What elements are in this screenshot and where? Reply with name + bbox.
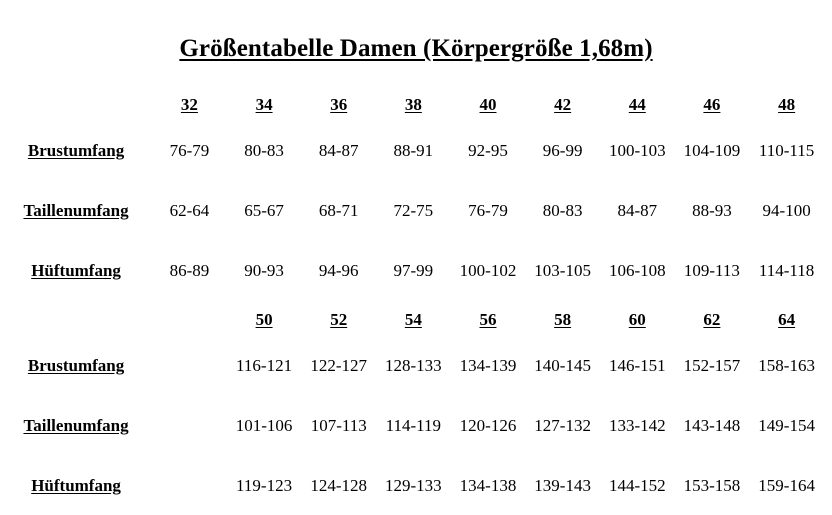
cell-hueftumfang-54: 129-133 xyxy=(385,475,442,495)
cell-brustumfang-50: 116-121 xyxy=(236,355,293,375)
cell-hueftumfang-46: 109-113 xyxy=(683,260,740,280)
size-header-48: 48 xyxy=(778,94,796,114)
cell-hueftumfang-32: 86-89 xyxy=(169,260,210,280)
cell-brustumfang-64: 158-163 xyxy=(758,355,815,375)
row-label-brustumfang-1: Brustumfang xyxy=(27,140,125,160)
cell-taillenumfang-50: 101-106 xyxy=(235,415,293,435)
table-2-row-spacer-taillenumfang xyxy=(152,395,227,455)
cell-brustumfang-62: 152-157 xyxy=(683,355,741,375)
cell-taillenumfang-44: 84-87 xyxy=(617,200,658,220)
size-header-40: 40 xyxy=(479,94,497,114)
cell-brustumfang-34: 80-83 xyxy=(244,140,284,160)
cell-brustumfang-40: 92-95 xyxy=(468,140,508,160)
table-2-body: Brustumfang 116-121 122-127 128-133 134-… xyxy=(0,335,824,515)
size-header-36: 36 xyxy=(330,94,348,114)
cell-taillenumfang-38: 72-75 xyxy=(393,200,434,220)
page-title: Größentabelle Damen (Körpergröße 1,68m) xyxy=(179,34,653,62)
row-label-taillenumfang-1: Taillenumfang xyxy=(23,200,129,220)
cell-taillenumfang-46: 88-93 xyxy=(692,200,732,220)
size-header-64: 64 xyxy=(778,309,796,329)
cell-taillenumfang-32: 62-64 xyxy=(169,200,210,220)
page-title-container: Größentabelle Damen (Körpergröße 1,68m) xyxy=(0,18,832,80)
size-header-60: 60 xyxy=(628,309,646,329)
cell-hueftumfang-60: 144-152 xyxy=(608,475,666,495)
size-header-50: 50 xyxy=(255,309,273,329)
cell-taillenumfang-62: 143-148 xyxy=(683,415,741,435)
table-2-row-spacer-brustumfang xyxy=(152,335,227,395)
size-header-58: 58 xyxy=(554,309,572,329)
cell-brustumfang-46: 104-109 xyxy=(683,140,741,160)
table-row-hueftumfang-2: Hüftumfang 119-123 124-128 129-133 134-1… xyxy=(0,455,824,515)
size-header-56: 56 xyxy=(479,309,497,329)
table-1-body: Brustumfang 76-79 80-83 84-87 88-91 92-9… xyxy=(0,120,824,300)
cell-taillenumfang-36: 68-71 xyxy=(318,200,359,220)
cell-hueftumfang-50: 119-123 xyxy=(236,475,293,495)
size-table-sizes-50-64: 50 52 54 56 58 60 62 64 Brustumfang 116-… xyxy=(0,303,824,515)
table-2-head: 50 52 54 56 58 60 62 64 xyxy=(0,303,824,335)
cell-taillenumfang-42: 80-83 xyxy=(542,200,583,220)
cell-hueftumfang-58: 139-143 xyxy=(534,475,591,495)
size-header-34: 34 xyxy=(255,94,273,114)
cell-taillenumfang-60: 133-142 xyxy=(608,415,666,435)
size-header-52: 52 xyxy=(330,309,348,329)
cell-taillenumfang-40: 76-79 xyxy=(468,200,508,220)
cell-brustumfang-38: 88-91 xyxy=(393,140,434,160)
cell-hueftumfang-52: 124-128 xyxy=(310,475,368,495)
table-2-header-spacer xyxy=(152,303,227,335)
cell-hueftumfang-42: 103-105 xyxy=(534,260,591,280)
row-label-hueftumfang-2: Hüftumfang xyxy=(31,475,121,495)
table-1-corner-cell xyxy=(0,88,152,120)
cell-brustumfang-36: 84-87 xyxy=(318,140,359,160)
size-table-sizes-32-48: 32 34 36 38 40 42 44 46 48 Brustumfang 7… xyxy=(0,88,824,300)
row-label-hueftumfang-1: Hüftumfang xyxy=(31,260,121,280)
table-2-header-row: 50 52 54 56 58 60 62 64 xyxy=(0,303,824,335)
size-header-42: 42 xyxy=(554,94,572,114)
cell-brustumfang-32: 76-79 xyxy=(169,140,210,160)
cell-brustumfang-52: 122-127 xyxy=(310,355,368,375)
cell-brustumfang-48: 110-115 xyxy=(758,140,815,160)
cell-brustumfang-58: 140-145 xyxy=(534,355,591,375)
cell-hueftumfang-48: 114-118 xyxy=(758,260,815,280)
table-row-taillenumfang-1: Taillenumfang 62-64 65-67 68-71 72-75 76… xyxy=(0,180,824,240)
cell-hueftumfang-64: 159-164 xyxy=(758,475,815,495)
cell-taillenumfang-54: 114-119 xyxy=(385,415,442,435)
table-1-head: 32 34 36 38 40 42 44 46 48 xyxy=(0,88,824,120)
row-label-brustumfang-2: Brustumfang xyxy=(27,355,125,375)
cell-hueftumfang-62: 153-158 xyxy=(683,475,741,495)
cell-hueftumfang-36: 94-96 xyxy=(318,260,359,280)
cell-brustumfang-42: 96-99 xyxy=(542,140,583,160)
cell-brustumfang-60: 146-151 xyxy=(608,355,666,375)
cell-taillenumfang-56: 120-126 xyxy=(459,415,517,435)
table-1-header-row: 32 34 36 38 40 42 44 46 48 xyxy=(0,88,824,120)
cell-taillenumfang-52: 107-113 xyxy=(310,415,367,435)
cell-hueftumfang-56: 134-138 xyxy=(459,475,517,495)
table-row-taillenumfang-2: Taillenumfang 101-106 107-113 114-119 12… xyxy=(0,395,824,455)
table-row-brustumfang-2: Brustumfang 116-121 122-127 128-133 134-… xyxy=(0,335,824,395)
cell-taillenumfang-34: 65-67 xyxy=(244,200,284,220)
cell-brustumfang-56: 134-139 xyxy=(459,355,517,375)
cell-brustumfang-54: 128-133 xyxy=(385,355,442,375)
row-label-taillenumfang-2: Taillenumfang xyxy=(23,415,129,435)
cell-hueftumfang-34: 90-93 xyxy=(244,260,284,280)
size-header-62: 62 xyxy=(703,309,721,329)
size-header-32: 32 xyxy=(180,94,198,114)
cell-taillenumfang-64: 149-154 xyxy=(758,415,815,435)
cell-hueftumfang-44: 106-108 xyxy=(608,260,666,280)
table-2-row-spacer-hueftumfang xyxy=(152,455,227,515)
table-2-corner-cell xyxy=(0,303,152,335)
size-header-46: 46 xyxy=(703,94,721,114)
table-row-brustumfang-1: Brustumfang 76-79 80-83 84-87 88-91 92-9… xyxy=(0,120,824,180)
cell-taillenumfang-58: 127-132 xyxy=(534,415,591,435)
size-header-38: 38 xyxy=(404,94,422,114)
table-row-hueftumfang-1: Hüftumfang 86-89 90-93 94-96 97-99 100-1… xyxy=(0,240,824,300)
size-header-44: 44 xyxy=(628,94,646,114)
size-header-54: 54 xyxy=(404,309,422,329)
cell-taillenumfang-48: 94-100 xyxy=(762,200,811,220)
cell-brustumfang-44: 100-103 xyxy=(608,140,666,160)
cell-hueftumfang-38: 97-99 xyxy=(393,260,434,280)
cell-hueftumfang-40: 100-102 xyxy=(459,260,517,280)
